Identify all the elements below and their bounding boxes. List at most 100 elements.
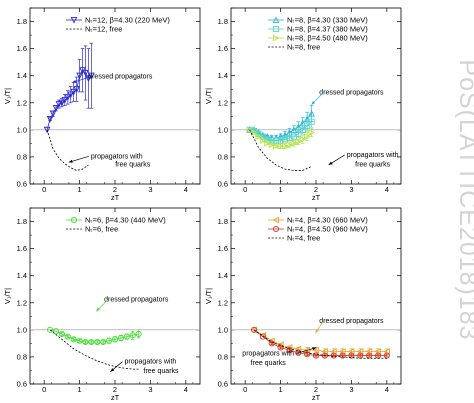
series-3 bbox=[246, 126, 316, 150]
series-line bbox=[249, 129, 312, 171]
data-point bbox=[49, 110, 57, 118]
y-tick-label: 1.8 bbox=[218, 17, 228, 26]
x-axis-label: zT bbox=[312, 193, 321, 202]
x-tick-label: 0 bbox=[42, 385, 46, 394]
legend-entry: Nₜ=8, β=4.50 (480 MeV) bbox=[287, 34, 368, 43]
legend-entry: Nₜ=4, β=4.50 (960 MeV) bbox=[287, 225, 368, 234]
annotation-text: dressed propagators bbox=[88, 73, 153, 80]
data-point bbox=[55, 101, 63, 108]
series-1 bbox=[47, 326, 142, 346]
data-point bbox=[94, 338, 101, 346]
data-point bbox=[64, 333, 71, 340]
series-2 bbox=[250, 326, 390, 359]
data-point bbox=[268, 340, 275, 347]
data-point bbox=[58, 99, 66, 107]
data-point bbox=[64, 94, 72, 101]
data-point bbox=[106, 337, 113, 344]
data-point bbox=[339, 352, 346, 359]
data-point bbox=[308, 129, 316, 136]
x-tick-label: 2 bbox=[314, 385, 318, 394]
data-point bbox=[88, 72, 95, 80]
legend-entry: Nₜ=8, β=4.37 (380 MeV) bbox=[287, 25, 368, 34]
x-tick-label: 1 bbox=[77, 185, 81, 194]
data-point bbox=[312, 346, 320, 354]
data-point bbox=[52, 328, 60, 335]
x-tick-label: 2 bbox=[113, 185, 117, 194]
chart-panel-3: 0 1 2 3 4 0.6 0.8 1.0 1.2 1.4 1.6 1.8 zT V₁/T| Nₜ=6, β… bbox=[3, 207, 201, 402]
data-point bbox=[259, 333, 266, 340]
data-point bbox=[348, 352, 355, 359]
data-point bbox=[277, 142, 285, 150]
data-point bbox=[70, 88, 77, 96]
annotation-arrowhead bbox=[311, 100, 316, 105]
y-tick-label: 1.8 bbox=[17, 17, 27, 26]
series-line bbox=[46, 129, 89, 171]
data-point bbox=[304, 133, 311, 140]
x-tick-label: 3 bbox=[148, 385, 152, 394]
y-tick-label: 1.6 bbox=[17, 44, 27, 53]
data-point bbox=[82, 69, 89, 77]
data-point bbox=[304, 351, 311, 358]
data-point bbox=[111, 336, 119, 343]
x-tick-label: 3 bbox=[349, 185, 353, 194]
x-tick-label: 0 bbox=[243, 385, 247, 394]
legend-entry: Nₜ=8, β=4.30 (330 MeV) bbox=[287, 16, 368, 25]
annotation-text: free quarks bbox=[355, 161, 391, 168]
annotation-arrowhead bbox=[312, 347, 317, 351]
data-point bbox=[295, 130, 302, 137]
data-point bbox=[76, 337, 83, 344]
data-point bbox=[299, 135, 307, 143]
data-point bbox=[295, 349, 302, 356]
annotation-arrowhead bbox=[96, 307, 100, 312]
y-tick-label: 1.8 bbox=[17, 217, 27, 226]
y-tick-label: 1.2 bbox=[17, 298, 27, 307]
data-point bbox=[277, 344, 284, 351]
x-tick-label: 2 bbox=[113, 385, 117, 394]
annotation-text: dressed propagators bbox=[319, 318, 384, 325]
data-point bbox=[123, 333, 130, 340]
y-axis-label: V₁/T| bbox=[204, 288, 213, 304]
chart-panel-1: 0 1 2 3 4 0.6 0.8 1.0 1.2 1.4 1.6 1.8 zT V₁/T| Nₜ=12, … bbox=[3, 7, 201, 202]
data-point bbox=[85, 75, 92, 83]
x-tick-label: 0 bbox=[42, 185, 46, 194]
data-point bbox=[43, 126, 51, 134]
data-point bbox=[286, 347, 293, 354]
data-point bbox=[286, 134, 293, 142]
annotation-arrowhead bbox=[72, 79, 77, 83]
data-point bbox=[281, 136, 289, 143]
data-point bbox=[299, 126, 306, 133]
series-1 bbox=[43, 42, 95, 134]
x-tick-label: 1 bbox=[77, 385, 81, 394]
y-axis-label: V₁/T| bbox=[3, 288, 12, 304]
data-point bbox=[312, 352, 320, 359]
legend-marker bbox=[272, 16, 280, 24]
data-point bbox=[281, 142, 289, 150]
legend-marker bbox=[70, 216, 78, 224]
x-tick-label: 1 bbox=[278, 185, 282, 194]
annotation-arrowhead bbox=[315, 329, 319, 334]
y-tick-label: 1.0 bbox=[17, 325, 27, 334]
x-axis-label: zT bbox=[111, 193, 120, 202]
data-point bbox=[366, 352, 373, 359]
x-axis-label: zT bbox=[111, 393, 120, 402]
data-point bbox=[88, 338, 95, 346]
data-point bbox=[295, 138, 302, 146]
legend-marker bbox=[272, 225, 280, 233]
annotation-arrowhead bbox=[68, 159, 73, 163]
data-point bbox=[250, 129, 258, 136]
y-tick-label: 0.8 bbox=[218, 352, 228, 361]
y-tick-label: 1.4 bbox=[17, 71, 27, 80]
y-tick-label: 1.0 bbox=[17, 125, 27, 134]
y-tick-label: 1.2 bbox=[218, 98, 228, 107]
data-point bbox=[255, 133, 263, 140]
annotation-text: dressed propagators bbox=[319, 90, 384, 97]
legend: Nₜ=8, β=4.30 (330 MeV)Nₜ=8, β=4.37 (380 … bbox=[268, 16, 368, 52]
data-point bbox=[73, 86, 80, 93]
y-tick-label: 1.6 bbox=[218, 44, 228, 53]
x-tick-label: 0 bbox=[243, 185, 247, 194]
legend: Nₜ=4, β=4.30 (660 MeV)Nₜ=4, β=4.50 (960 … bbox=[268, 216, 368, 243]
data-point bbox=[67, 91, 75, 99]
data-point bbox=[135, 330, 142, 337]
y-tick-label: 1.8 bbox=[218, 217, 228, 226]
data-point bbox=[259, 137, 267, 145]
